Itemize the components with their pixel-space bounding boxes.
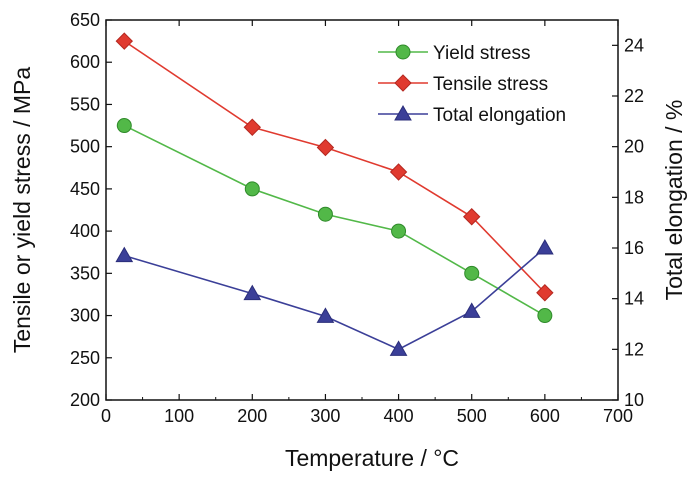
x-tick-label: 0 xyxy=(101,406,111,426)
legend-marker-yield-stress xyxy=(395,44,411,60)
x-tick-label: 300 xyxy=(310,406,340,426)
data-point-yield-stress xyxy=(244,181,260,197)
data-point-total-elongation xyxy=(316,307,335,323)
data-point-total-elongation xyxy=(462,302,481,318)
series-line-total-elongation xyxy=(124,247,546,351)
y-right-axis-title: Total elongation / % xyxy=(661,100,687,301)
y-left-tick-label: 400 xyxy=(70,221,100,241)
y-left-tick-label: 250 xyxy=(70,348,100,368)
legend-marker-total-elongation xyxy=(394,104,412,121)
x-tick-label: 200 xyxy=(237,406,267,426)
data-point-tensile-stress xyxy=(463,208,481,226)
data-point-tensile-stress xyxy=(243,118,261,136)
data-point-yield-stress xyxy=(464,265,480,281)
y-right-tick-label: 20 xyxy=(624,137,644,157)
series-line-tensile-stress xyxy=(123,40,546,294)
series-line-yield-stress xyxy=(123,124,546,317)
y-left-tick-label: 200 xyxy=(70,390,100,410)
y-right-tick-label: 12 xyxy=(624,339,644,359)
legend-label-tensile-stress: Tensile stress xyxy=(433,74,548,95)
y-right-tick-label: 10 xyxy=(624,390,644,410)
x-axis-title: Temperature / °C xyxy=(285,445,459,471)
y-left-tick-label: 650 xyxy=(70,10,100,30)
data-point-yield-stress xyxy=(391,223,407,239)
data-point-yield-stress xyxy=(317,206,333,222)
data-point-tensile-stress xyxy=(316,138,335,157)
y-left-tick-label: 450 xyxy=(70,179,100,199)
x-tick-label: 600 xyxy=(530,406,560,426)
data-point-total-elongation xyxy=(243,284,262,301)
data-point-tensile-stress xyxy=(115,32,133,50)
data-point-yield-stress xyxy=(537,308,553,324)
y-left-axis-title: Tensile or yield stress / MPa xyxy=(9,67,35,354)
data-point-tensile-stress xyxy=(536,284,554,302)
legend-label-yield-stress: Yield stress xyxy=(433,43,531,64)
x-tick-label: 100 xyxy=(164,406,194,426)
data-point-tensile-stress xyxy=(389,163,408,181)
legend-label-total-elongation: Total elongation xyxy=(433,105,566,126)
legend-marker-tensile-stress xyxy=(394,74,412,92)
y-right-tick-label: 18 xyxy=(624,187,644,207)
y-left-tick-label: 350 xyxy=(70,263,100,283)
data-point-yield-stress xyxy=(116,118,132,134)
x-tick-label: 500 xyxy=(457,406,487,426)
y-left-tick-label: 600 xyxy=(70,52,100,72)
data-point-total-elongation xyxy=(535,238,554,255)
y-left-tick-label: 300 xyxy=(70,306,100,326)
y-right-tick-label: 14 xyxy=(624,289,644,309)
y-left-tick-label: 500 xyxy=(70,137,100,157)
x-tick-label: 700 xyxy=(603,406,633,426)
data-point-total-elongation xyxy=(115,246,134,263)
data-point-total-elongation xyxy=(389,340,408,356)
y-left-tick-label: 550 xyxy=(70,94,100,114)
y-right-tick-label: 16 xyxy=(624,238,644,258)
y-right-tick-label: 24 xyxy=(624,35,644,55)
x-tick-label: 400 xyxy=(384,406,414,426)
y-right-tick-label: 22 xyxy=(624,86,644,106)
